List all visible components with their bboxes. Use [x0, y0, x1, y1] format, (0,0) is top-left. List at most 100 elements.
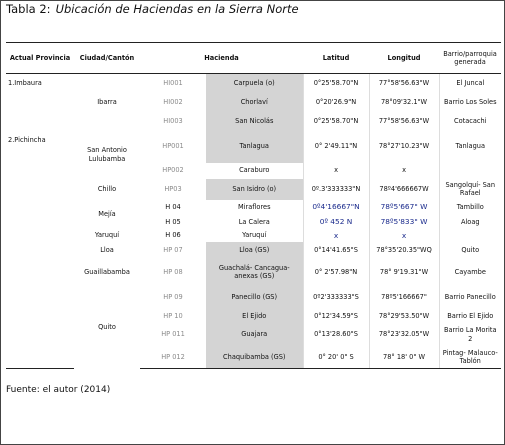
longitude-cell: 78° 9'19.31"W [368, 258, 440, 286]
latitude-cell: 0°14'41.65"S [302, 241, 370, 259]
latitude-cell: 0°13'28.60"S [302, 323, 370, 346]
barrio-cell: Barrio Panecillo [438, 285, 502, 309]
table-row: HP 10 El Ejido 0°12'34.59"S 78°29'53.50"W Ba… [6, 308, 502, 324]
longitude-cell: 77°58'56.63"W [368, 73, 440, 93]
barrio-cell: Pintag- Malauco- Tablón [438, 345, 502, 369]
barrio-cell: Cotacachi [438, 111, 502, 131]
longitude-cell: 78° 18' 0" W [368, 345, 440, 369]
table-body: 1.Imbaura Ibarra HI001 Carpuela (o) 0°25'58.… [6, 73, 502, 369]
table-row: Lloa HP 07 Lloa (GS) 0°14'41.65"S 78°35'20.3… [6, 241, 502, 259]
table-row: Quito HP 09 Panecillo (GS) 0º2'333333"S 78º5… [6, 285, 502, 331]
source-note: Fuente: el autor (2014) [6, 385, 111, 395]
hacienda-cell: Tanlagua [206, 130, 304, 163]
column-header: Latitud [303, 42, 370, 74]
barrio-cell: Aloag [438, 214, 502, 230]
province-cell [6, 242, 74, 259]
province-cell [6, 345, 74, 369]
table-row: HP 011 Guajara 0°13'28.60"S 78°23'32.05"W Ba… [6, 323, 502, 346]
hacienda-cell: Lloa (GS) [206, 241, 304, 259]
longitude-cell: 78°27'10.23"W [368, 130, 440, 163]
table-row: Mejía H 04 Miraflores 0º4'16667"N 78º5'667" … [6, 199, 502, 218]
hacienda-cell: Miraflores [237, 202, 271, 211]
province-cell [6, 112, 74, 131]
province-cell: 2.Pichincha [8, 135, 46, 144]
hacienda-cell: Chaquibamba (GS) [206, 345, 304, 369]
barrio-cell [438, 229, 502, 242]
city-cell: Ibarra [97, 98, 117, 107]
province-cell [6, 230, 74, 242]
table-row: HI003 San Nicolás 0°25'58.70"N 77°58'56.63"… [6, 111, 502, 131]
hacienda-cell: Carpuela (o) [206, 73, 304, 93]
latitude-cell: 0°20'26.9"N [302, 92, 370, 112]
province-cell [6, 215, 74, 230]
table-row: 2.Pichincha San Antonio Lulubamba HP001 Tan… [6, 130, 502, 163]
caption-label: Tabla 2: [6, 2, 51, 16]
table-row: Chillo HP03 San Isidro (o) 0º.3'333333"N 78º… [6, 178, 502, 200]
province-cell: 1.Imbaura [8, 79, 42, 87]
hacienda-cell: San Nicolás [206, 111, 304, 131]
barrio-cell: Tambillo [438, 199, 502, 215]
barrio-cell: El Juncal [438, 73, 502, 93]
data-table: Actual Provincia Ciudad/Cantón Hacienda … [6, 42, 502, 369]
province-cell [6, 259, 74, 286]
latitude-cell: 0° 2'49.11"N [302, 130, 370, 163]
code-cell: HP002 [162, 166, 184, 175]
barrio-cell: Tanlagua [438, 130, 502, 163]
longitude-cell: 78º5'833" W [368, 214, 440, 230]
city-cell: Mejía [98, 210, 116, 219]
hacienda-cell: Chorlaví [206, 92, 304, 112]
province-cell [6, 324, 74, 346]
hacienda-cell: El Ejido [206, 308, 304, 324]
latitude-cell: 0º.3'333333"N [302, 178, 370, 200]
table-row: H 05 La Calera 0º 452 N 78º5'833" W Aloag [6, 214, 502, 230]
column-header: Longitud [369, 42, 440, 74]
code-cell: HI001 [163, 79, 183, 88]
longitude-cell: 78°35'20.35"WQ [368, 241, 440, 259]
latitude-cell: 0º 452 N [302, 214, 370, 230]
city-cell: Yaruquí [94, 231, 120, 240]
hacienda-cell: Panecillo (GS) [206, 285, 304, 309]
longitude-cell: 77°58'56.63"W [368, 111, 440, 131]
caption-title: Ubicación de Haciendas en la Sierra Nort… [55, 2, 299, 16]
latitude-cell: x [302, 229, 370, 242]
hacienda-cell: Guachalá- Cancagua- anexas (GS) [206, 258, 304, 286]
city-cell: Chillo [97, 184, 117, 193]
longitude-cell: x [368, 162, 440, 179]
code-cell: H 06 [165, 231, 181, 240]
latitude-cell: x [302, 162, 370, 179]
longitude-cell: 78º5'667" W [368, 199, 440, 215]
hacienda-cell: Guajara [206, 323, 304, 346]
table-caption: Tabla 2: Ubicación de Haciendas en la Sie… [6, 2, 299, 16]
hacienda-cell: La Calera [238, 217, 270, 226]
province-cell [6, 309, 74, 324]
column-header: Barrio/parroquia generada [439, 42, 502, 74]
longitude-cell: x [368, 229, 440, 242]
code-cell: HP 09 [163, 292, 183, 301]
longitude-cell: 78°29'53.50"W [368, 308, 440, 324]
column-header: Hacienda [140, 42, 304, 74]
latitude-cell: 0°12'34.59"S [302, 308, 370, 324]
city-cell: Guaillabamba [84, 267, 130, 276]
table-row: Guaillabamba HP 08 Guachalá- Cancagua- ane… [6, 258, 502, 286]
latitude-cell: 0º2'333333"S [302, 285, 370, 309]
barrio-cell: Barrio Los Soles [438, 92, 502, 112]
code-cell: H 04 [165, 202, 181, 211]
code-cell: HI002 [163, 97, 183, 106]
longitude-cell: 78º5'166667" [368, 285, 440, 309]
city-cell: San Antonio Lulubamba [87, 146, 127, 163]
code-cell: HP001 [162, 142, 184, 151]
barrio-cell: Barrio El Ejido [438, 308, 502, 324]
code-cell: HP03 [164, 184, 182, 193]
table-row: Yaruquí H 06 Yaruquí x x [6, 229, 502, 242]
table-row: 1.Imbaura Ibarra HI001 Carpuela (o) 0°25'58.… [6, 73, 502, 106]
code-cell: HP 08 [163, 267, 183, 276]
table-row: HI002 Chorlaví 0°20'26.9"N 78°09'32.1"W Barr… [6, 92, 502, 112]
code-cell: HP 07 [163, 245, 183, 254]
latitude-cell: 0°25'58.70"N [302, 111, 370, 131]
hacienda-cell: Yaruquí [242, 231, 267, 240]
latitude-cell: 0º4'16667"N [302, 199, 370, 215]
barrio-cell: Cayambe [438, 258, 502, 286]
longitude-cell: 78°23'32.05"W [368, 323, 440, 346]
hacienda-cell: Caraburo [239, 166, 270, 175]
